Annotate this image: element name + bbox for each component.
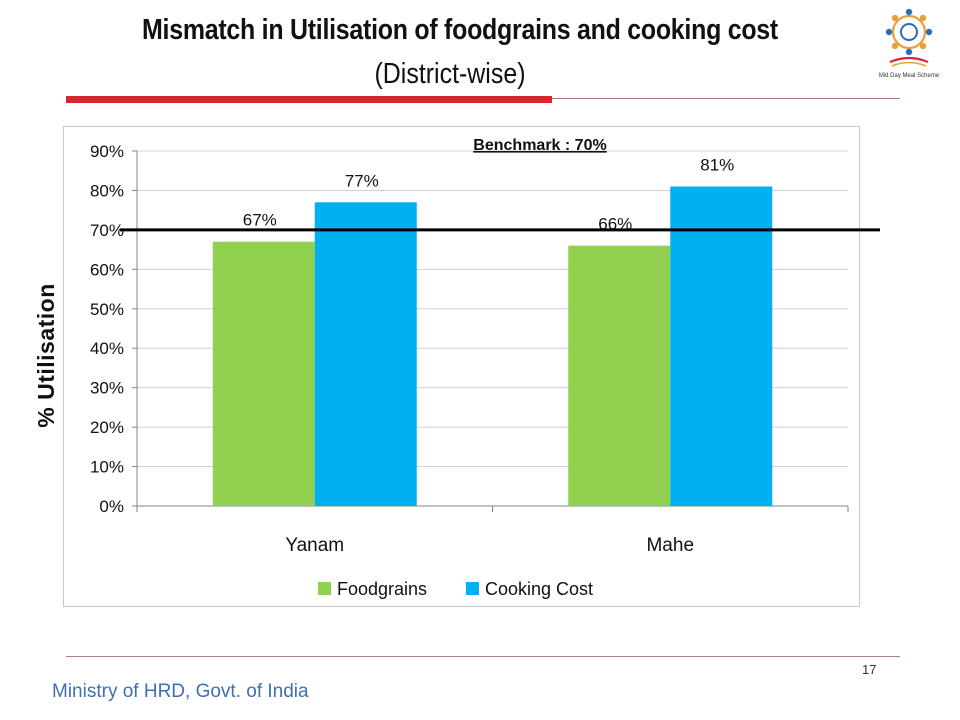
title-divider — [552, 98, 900, 99]
data-label: 77% — [345, 171, 379, 190]
title-underline-accent — [66, 96, 552, 103]
bar-cooking-cost-yanam — [314, 202, 417, 506]
y-tick-label: 20% — [90, 418, 124, 437]
benchmark-label: Benchmark : 70% — [473, 137, 606, 154]
legend-label: Foodgrains — [337, 579, 427, 599]
slide-title: Mismatch in Utilisation of foodgrains an… — [142, 14, 778, 46]
y-tick-label: 70% — [90, 221, 124, 240]
y-tick-label: 40% — [90, 339, 124, 358]
slide-subtitle: (District-wise) — [374, 58, 526, 90]
data-label: 67% — [243, 211, 277, 230]
y-tick-label: 10% — [90, 458, 124, 477]
legend-swatch-cooking-cost — [466, 582, 479, 595]
legend-swatch-foodgrains — [318, 582, 331, 595]
mid-day-meal-logo-icon: Mid Day Meal Scheme — [876, 2, 942, 82]
legend-label: Cooking Cost — [485, 579, 593, 599]
y-tick-label: 90% — [90, 142, 124, 161]
footer-ministry: Ministry of HRD, Govt. of India — [52, 681, 309, 702]
footer-divider — [66, 656, 900, 657]
bar-cooking-cost-mahe — [670, 186, 773, 506]
bar-foodgrains-yanam — [212, 241, 315, 506]
logo-caption: Mid Day Meal Scheme — [879, 73, 940, 79]
page-number: 17 — [862, 662, 877, 677]
y-tick-label: 0% — [99, 497, 124, 516]
data-label: 81% — [700, 156, 734, 175]
y-tick-label: 60% — [90, 260, 124, 279]
y-tick-label: 30% — [90, 379, 124, 398]
y-tick-label: 80% — [90, 181, 124, 200]
logo-figures-icon — [885, 8, 933, 67]
x-tick-label: Mahe — [646, 535, 694, 556]
x-tick-label: Yanam — [285, 535, 344, 556]
y-tick-label: 50% — [90, 300, 124, 319]
bar-foodgrains-mahe — [568, 245, 671, 506]
